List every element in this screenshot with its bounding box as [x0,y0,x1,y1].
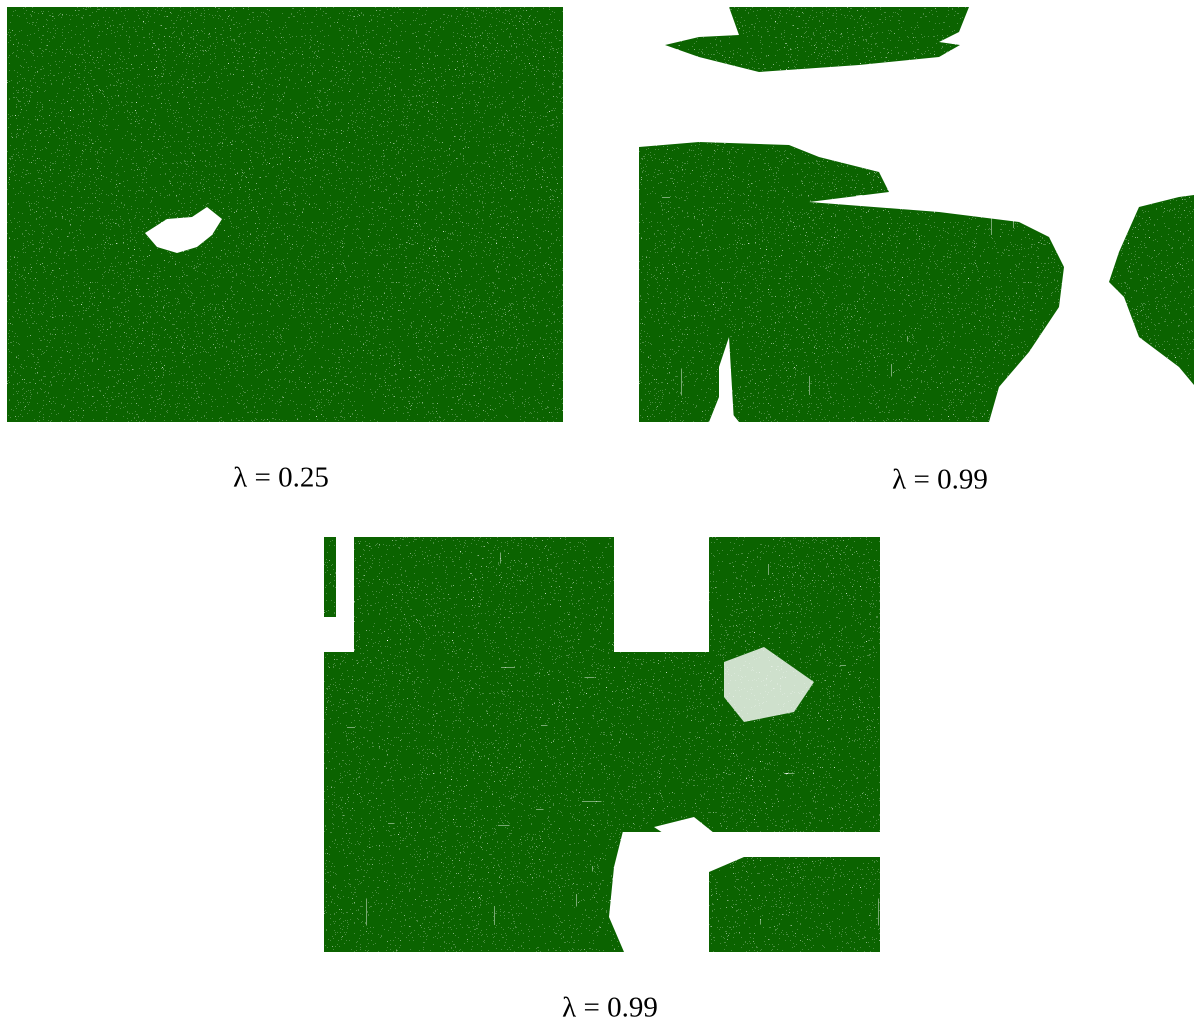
page: λ = 0.25 λ = 0.99 λ = 0.99 (() => { cons… [0,0,1200,1027]
panel-image [7,7,563,422]
caption: λ = 0.99 [892,464,988,496]
caption: λ = 0.99 [562,992,658,1024]
figure: λ = 0.25 λ = 0.99 λ = 0.99 [0,0,1200,1027]
panel-image [639,7,1194,422]
panel-image [324,537,880,952]
caption: λ = 0.25 [233,462,329,494]
